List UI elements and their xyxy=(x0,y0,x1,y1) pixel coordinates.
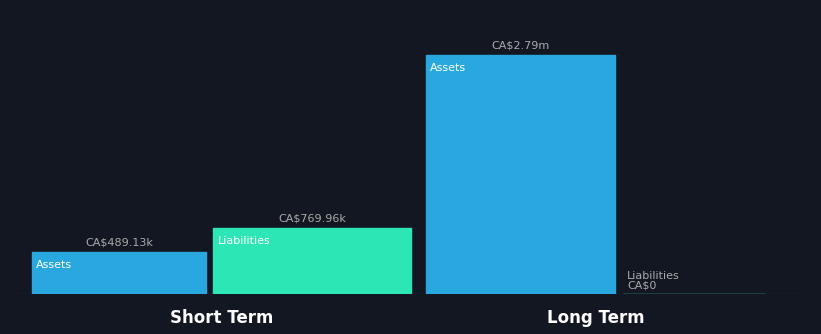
Text: CA$2.79m: CA$2.79m xyxy=(492,41,550,50)
Text: CA$489.13k: CA$489.13k xyxy=(85,237,153,247)
Text: Liabilities: Liabilities xyxy=(218,236,270,246)
Bar xyxy=(32,252,205,294)
Text: Assets: Assets xyxy=(36,260,72,270)
Bar xyxy=(426,55,616,294)
Text: Long Term: Long Term xyxy=(547,309,644,327)
Text: Liabilities: Liabilities xyxy=(627,271,680,281)
Bar xyxy=(213,228,410,294)
Text: CA$0: CA$0 xyxy=(627,280,657,290)
Text: Short Term: Short Term xyxy=(170,309,273,327)
Text: Assets: Assets xyxy=(430,63,466,73)
Text: CA$769.96k: CA$769.96k xyxy=(278,213,346,223)
